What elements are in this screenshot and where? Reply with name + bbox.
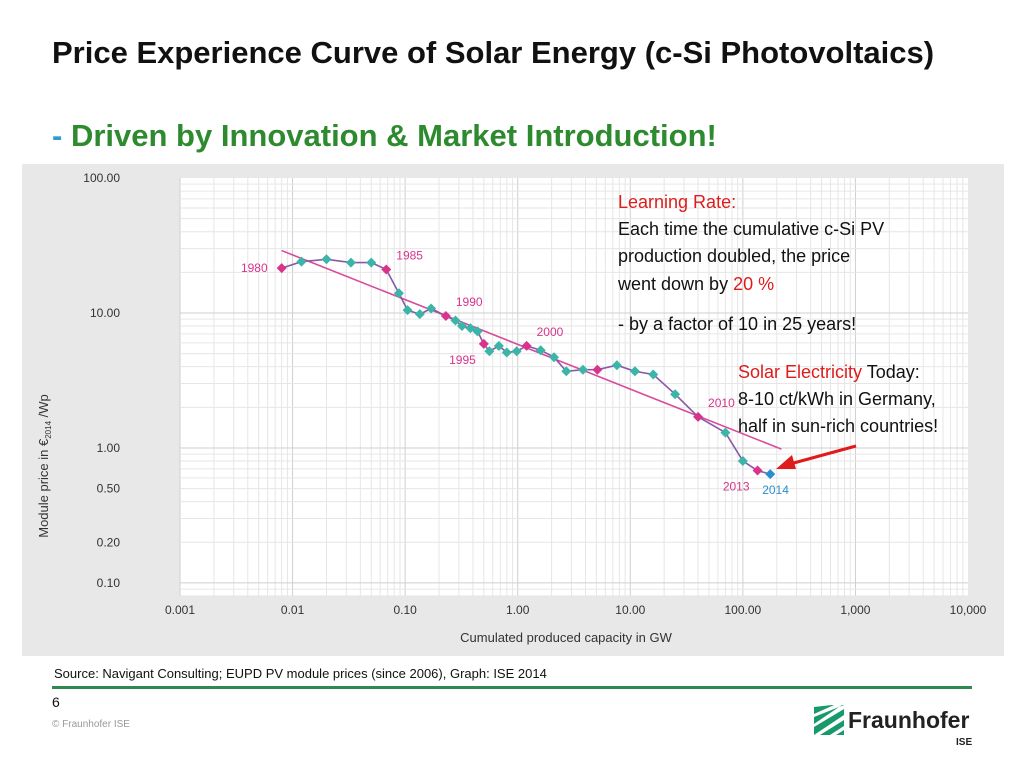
learning-rate-title: Learning Rate: xyxy=(618,192,736,212)
year-label: 2014 xyxy=(762,483,789,497)
learning-rate-line-1: Each time the cumulative c-Si PV xyxy=(618,219,884,239)
learning-rate-annotation: Learning Rate: Each time the cumulative … xyxy=(617,192,884,334)
data-point xyxy=(592,364,603,375)
data-point xyxy=(629,366,640,377)
year-label-layer: 1980 1985 1990 1995 2000 2010 2013 2014 xyxy=(241,248,789,497)
solar-line-3: half in sun-rich countries! xyxy=(738,416,938,436)
data-point xyxy=(561,366,572,377)
data-point xyxy=(693,411,704,422)
y-tick-label: 10.00 xyxy=(90,306,120,320)
callout-arrow xyxy=(776,444,857,469)
data-point xyxy=(521,340,532,351)
year-label: 2000 xyxy=(537,325,564,339)
learning-rate-line-3-text: went down by xyxy=(617,274,733,294)
data-point xyxy=(752,465,763,476)
axis-layer: 0.001 0.01 0.10 1.00 10.00 100.00 1,000 10,000 1… xyxy=(83,171,986,617)
x-tick-label: 10,000 xyxy=(950,603,987,617)
data-point xyxy=(426,303,437,314)
x-tick-label: 1,000 xyxy=(840,603,870,617)
data-point xyxy=(765,469,776,480)
solar-electricity-annotation: Solar Electricity Today: 8-10 ct/kWh in … xyxy=(738,362,938,436)
subtitle-text: Driven by Innovation & Market Introducti… xyxy=(70,118,717,153)
data-point xyxy=(472,326,483,337)
data-point xyxy=(440,310,451,321)
data-point xyxy=(648,369,659,380)
data-point xyxy=(493,340,504,351)
solar-line-2: 8-10 ct/kWh in Germany, xyxy=(738,389,936,409)
footer-rule xyxy=(52,686,972,689)
data-point xyxy=(670,389,681,400)
data-point xyxy=(501,347,512,358)
data-point xyxy=(737,456,748,467)
page-number: 6 xyxy=(52,694,60,710)
x-tick-label: 100.00 xyxy=(725,603,762,617)
chart-panel: 0.001 0.01 0.10 1.00 10.00 100.00 1,000 10,000 1… xyxy=(22,164,1004,656)
data-point xyxy=(535,345,546,356)
grid-layer xyxy=(179,178,968,597)
plot-area xyxy=(180,178,968,596)
data-point xyxy=(450,315,461,326)
x-tick-label: 0.001 xyxy=(165,603,195,617)
y-axis-label-main: Module price in € xyxy=(36,438,51,538)
x-axis-label: Cumulated produced capacity in GW xyxy=(460,630,672,645)
data-point xyxy=(296,256,307,267)
y-tick-label: 1.00 xyxy=(97,441,121,455)
data-point xyxy=(720,427,731,438)
marker-layer xyxy=(276,254,776,480)
data-point xyxy=(381,264,392,275)
callout-arrow-shaft xyxy=(789,444,857,466)
data-point xyxy=(465,323,476,334)
year-label: 1985 xyxy=(396,248,423,262)
data-point xyxy=(484,346,495,357)
data-point xyxy=(276,263,287,274)
data-point xyxy=(548,352,559,363)
data-point xyxy=(393,288,404,299)
data-point xyxy=(478,338,489,349)
logo-name: Fraunhofer xyxy=(848,707,970,733)
solar-today: Today: xyxy=(862,362,920,382)
x-tick-label: 10.00 xyxy=(615,603,645,617)
data-point xyxy=(414,309,425,320)
year-label: 1995 xyxy=(449,353,476,367)
year-label: 1980 xyxy=(241,261,268,275)
y-axis-label-unit: /Wp xyxy=(36,394,51,421)
x-tick-label: 0.10 xyxy=(393,603,417,617)
experience-curve-chart: 0.001 0.01 0.10 1.00 10.00 100.00 1,000 10,000 1… xyxy=(36,171,987,645)
y-tick-label: 0.50 xyxy=(97,482,121,496)
data-point xyxy=(577,364,588,375)
data-point xyxy=(366,257,377,268)
solar-highlight: Solar Electricity xyxy=(738,362,862,382)
logo-sub: ISE xyxy=(956,737,973,748)
year-label: 2013 xyxy=(723,480,750,494)
data-point xyxy=(345,257,356,268)
y-axis-label: Module price in €2014 /Wp xyxy=(36,394,53,538)
slide-title: Price Experience Curve of Solar Energy (… xyxy=(52,35,935,70)
source-note: Source: Navigant Consulting; EUPD PV mod… xyxy=(54,666,547,681)
callout-arrow-head xyxy=(776,455,796,469)
fraunhofer-stripes-icon xyxy=(814,705,844,735)
year-label: 1990 xyxy=(456,295,483,309)
factor-note: - by a factor of 10 in 25 years! xyxy=(618,314,856,334)
y-tick-label: 100.00 xyxy=(83,171,120,185)
learning-rate-line-2: production doubled, the price xyxy=(618,246,850,266)
data-point xyxy=(457,321,468,332)
data-point xyxy=(402,305,413,316)
copyright: © Fraunhofer ISE xyxy=(52,719,130,730)
y-tick-label: 0.10 xyxy=(97,576,121,590)
x-tick-label: 0.01 xyxy=(281,603,305,617)
y-axis-label-sub: 2014 xyxy=(44,420,53,438)
y-tick-label: 0.20 xyxy=(97,535,121,549)
data-point xyxy=(611,360,622,371)
x-tick-label: 1.00 xyxy=(506,603,530,617)
data-point xyxy=(321,254,332,265)
solar-line-1: Solar Electricity Today: xyxy=(738,362,920,382)
slide-subtitle: - Driven by Innovation & Market Introduc… xyxy=(52,118,717,154)
fraunhofer-logo: Fraunhofer ISE xyxy=(814,703,984,753)
learning-rate-value: 20 % xyxy=(733,274,774,294)
subtitle-dash: - xyxy=(52,118,63,153)
learning-rate-line-3: went down by 20 % xyxy=(617,274,774,294)
year-label: 2010 xyxy=(708,396,735,410)
